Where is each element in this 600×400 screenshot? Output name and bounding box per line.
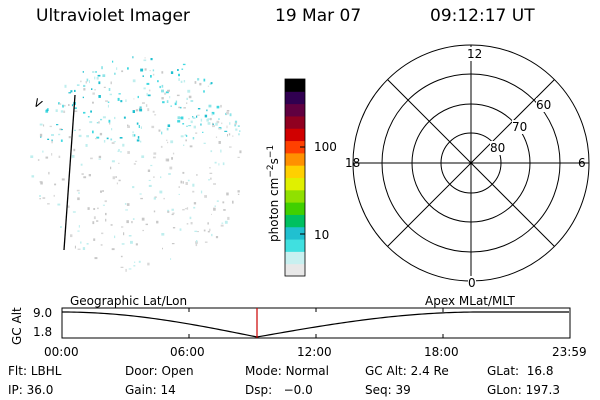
gain-value: 14 (160, 383, 176, 397)
flt-value: LBHL (30, 364, 62, 378)
time-tick-1800: 18:00 (424, 345, 459, 359)
colorbar-band (285, 115, 305, 129)
time-tick-2359: 23:59 (552, 345, 587, 359)
apex-mlat-mlt-label: Apex MLat/MLT (425, 294, 515, 308)
info-gc-alt: GC Alt: 2.4 Re (365, 364, 449, 378)
instrument-title: Ultraviolet Imager (36, 6, 190, 26)
polar-mlt-plot (352, 44, 590, 282)
colorbar-band (285, 251, 305, 265)
gcalt-value: 2.4 Re (410, 364, 449, 378)
gc-alt-max-label: 9.0 (33, 306, 53, 320)
colorbar-band (285, 263, 305, 277)
colorbar-tick-100: 100 (314, 140, 337, 154)
colorbar-band (285, 165, 305, 178)
colorbar-tick-10: 10 (314, 228, 330, 242)
mlat-label-60: 60 (536, 98, 552, 112)
colorbar-band (285, 91, 305, 105)
time-label: 09:12:17 UT (430, 6, 535, 26)
colorbar-band (285, 177, 305, 191)
mlat-label-70: 70 (512, 120, 528, 134)
colorbar-band (285, 103, 305, 117)
glat-value: 16.8 (526, 364, 554, 378)
info-glat: GLat: 16.8 (487, 364, 554, 378)
mlt-label-6: 6 (578, 156, 586, 170)
colorbar-band (285, 202, 305, 215)
date-label: 19 Mar 07 (275, 6, 362, 26)
geographic-latlon-label: Geographic Lat/Lon (70, 294, 188, 308)
seq-value: 39 (395, 383, 411, 397)
colorbar-band (285, 140, 305, 154)
time-tick-0600: 06:00 (170, 345, 205, 359)
info-glon: GLon: 197.3 (487, 383, 560, 397)
colorbar (284, 78, 306, 277)
mlt-label-12: 12 (467, 47, 483, 61)
glon-value: 197.3 (525, 383, 560, 397)
polar-diagonal-2 (387, 79, 555, 247)
colorbar-band (285, 128, 305, 142)
mlt-label-18: 18 (345, 156, 361, 170)
unit-photon-cm: photon cm (267, 177, 281, 242)
mlt-label-0: 0 (468, 276, 476, 290)
info-dsp: Dsp: −0.0 (245, 383, 313, 397)
info-ip: IP: 36.0 (8, 383, 54, 397)
colorbar-band (285, 214, 305, 228)
mlat-label-80: 80 (490, 141, 506, 155)
gc-alt-axis-title: GC Alt (10, 307, 24, 345)
mode-value: Normal (285, 364, 329, 378)
auroral-speckles (30, 56, 242, 272)
colorbar-band (285, 226, 305, 240)
info-door: Door: Open (125, 364, 194, 378)
unit-exp2: −1 (266, 144, 276, 159)
door-value: Open (161, 364, 194, 378)
dsp-value: −0.0 (283, 383, 313, 397)
geographic-image-panel (30, 56, 242, 272)
info-mode: Mode: Normal (245, 364, 329, 378)
info-gain: Gain: 14 (125, 383, 176, 397)
time-tick-1200: 12:00 (297, 345, 332, 359)
info-seq: Seq: 39 (365, 383, 411, 397)
time-tick-0000: 00:00 (44, 345, 79, 359)
terminator-line (63, 94, 76, 251)
altitude-curve (61, 311, 569, 338)
unit-exp1: −2 (266, 164, 276, 178)
gc-alt-min-label: 1.8 (33, 325, 53, 339)
info-flt: Flt: LBHL (8, 364, 62, 378)
colorbar-unit-label: photon cm−2s−1 (266, 145, 281, 242)
colorbar-band (285, 239, 305, 252)
orbit-altitude-timeline (61, 307, 571, 339)
colorbar-band (285, 152, 305, 166)
colorbar-band (285, 79, 305, 92)
ip-value: 36.0 (26, 383, 54, 397)
colorbar-band (285, 189, 305, 203)
unit-s: s (267, 158, 281, 165)
